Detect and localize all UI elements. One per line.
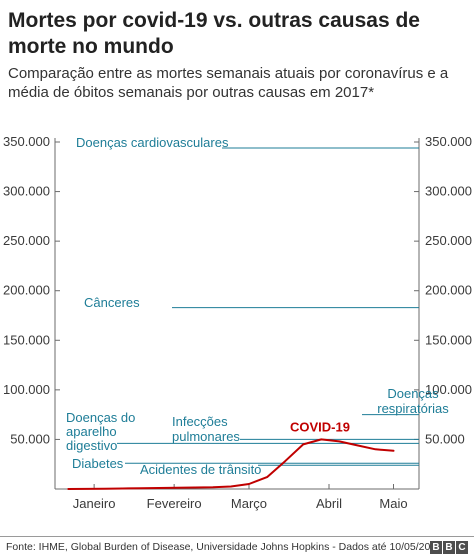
y-tick-label-right: 300.000 xyxy=(425,184,472,199)
x-tick-label: Março xyxy=(231,496,267,511)
y-tick-label-left: 350.000 xyxy=(3,134,50,149)
reference-line-label: Cânceres xyxy=(84,295,140,310)
x-tick-label: Fevereiro xyxy=(147,496,202,511)
reference-line-label: Infecções xyxy=(172,414,228,429)
chart-subtitle: Comparação entre as mortes semanais atua… xyxy=(8,65,449,101)
reference-line-label: digestivo xyxy=(66,438,117,453)
series-label-covid: COVID-19 xyxy=(290,419,350,434)
series-line-covid xyxy=(67,438,395,490)
y-tick-label-right: 200.000 xyxy=(425,283,472,298)
reference-line-label: respiratórias xyxy=(377,401,449,416)
reference-line-label: pulmonares xyxy=(172,429,240,444)
reference-line-label: Diabetes xyxy=(72,456,124,471)
x-tick-label: Maio xyxy=(379,496,407,511)
bbc-logo: B B C xyxy=(430,541,468,554)
x-tick-label: Abril xyxy=(316,496,342,511)
y-tick-label-right: 100.000 xyxy=(425,382,472,397)
y-tick-label-left: 100.000 xyxy=(3,382,50,397)
y-tick-label-right: 50.000 xyxy=(425,431,465,446)
y-tick-label-left: 50.000 xyxy=(10,431,50,446)
chart-title: Mortes por covid-19 vs. outras causas de… xyxy=(8,9,420,58)
y-tick-label-right: 250.000 xyxy=(425,233,472,248)
reference-line-label: Doenças cardiovasculares xyxy=(76,135,229,150)
reference-line-label: Acidentes de trânsito xyxy=(140,462,261,477)
bbc-logo-letter: C xyxy=(456,541,468,554)
bbc-logo-letter: B xyxy=(443,541,455,554)
y-tick-label-right: 150.000 xyxy=(425,332,472,347)
reference-line-label: aparelho xyxy=(66,424,117,439)
line-chart: 50.000 50.000 100.000 100.000 150.000 150.000… xyxy=(3,134,472,511)
source-note: Fonte: IHME, Global Burden of Disease, U… xyxy=(6,541,442,553)
y-tick-label-right: 350.000 xyxy=(425,134,472,149)
y-tick-label-left: 200.000 xyxy=(3,283,50,298)
y-tick-label-left: 300.000 xyxy=(3,184,50,199)
y-tick-label-left: 150.000 xyxy=(3,332,50,347)
x-tick-label: Janeiro xyxy=(73,496,116,511)
reference-line-label: Doenças do xyxy=(66,410,135,425)
y-tick-label-left: 250.000 xyxy=(3,233,50,248)
reference-line-label: Doenças xyxy=(387,386,439,401)
footer-divider xyxy=(0,536,474,537)
bbc-logo-letter: B xyxy=(430,541,442,554)
